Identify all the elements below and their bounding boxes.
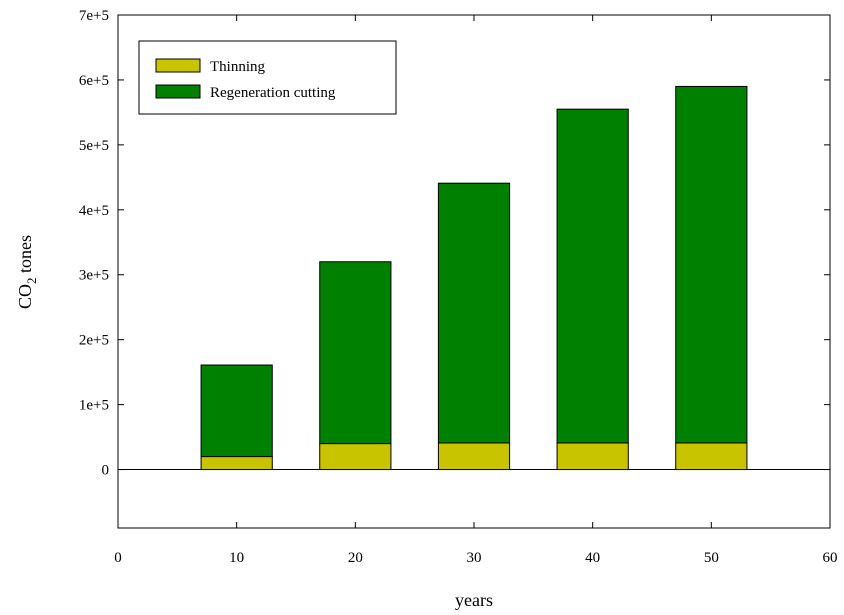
x-tick-label: 10 (229, 550, 244, 566)
bars (200, 85, 748, 471)
legend-label-regeneration-cutting: Regeneration cutting (210, 85, 336, 101)
y-tick-label: 2e+5 (79, 333, 109, 349)
y-tick-label: 1e+5 (79, 398, 109, 414)
y-tick-label: 4e+5 (79, 203, 109, 219)
y-tick-label: 0 (102, 463, 110, 479)
legend: Thinning Regeneration cutting (138, 40, 397, 115)
legend-box (138, 40, 397, 115)
bar-regeneration-cutting-20 (319, 261, 392, 445)
x-tick-label: 0 (114, 550, 122, 566)
bar-regeneration-cutting-40 (556, 108, 629, 444)
legend-swatch-thinning (155, 58, 201, 73)
bar-thinning-20 (319, 443, 392, 471)
x-tick-label: 60 (823, 550, 838, 566)
legend-swatch-regeneration-cutting (155, 84, 201, 99)
y-axis-title-subscript: 2 (24, 277, 39, 284)
y-axis-title-main: CO (15, 284, 35, 309)
y-axis-title: CO2 tones (15, 235, 39, 309)
y-tick-label: 3e+5 (79, 268, 109, 284)
x-tick-label: 30 (467, 550, 482, 566)
bar-regeneration-cutting-10 (200, 364, 273, 458)
bar-thinning-10 (200, 456, 273, 471)
y-tick-label: 6e+5 (79, 73, 109, 89)
bar-thinning-40 (556, 442, 629, 471)
y-axis: 0 1e+5 2e+5 3e+5 4e+5 5e+5 6e+5 7e+5 (79, 8, 830, 479)
x-tick-label: 20 (348, 550, 363, 566)
bar-thinning-50 (675, 442, 748, 471)
x-axis-title: years (455, 590, 493, 610)
y-tick-label: 5e+5 (79, 138, 109, 154)
x-axis: 0 10 20 30 40 50 60 (114, 15, 838, 566)
x-tick-label: 40 (585, 550, 600, 566)
x-tick-label: 50 (704, 550, 719, 566)
legend-label-thinning: Thinning (210, 59, 265, 75)
bar-regeneration-cutting-30 (437, 182, 511, 444)
bar-thinning-30 (437, 442, 511, 471)
y-axis-title-rest: tones (15, 235, 35, 278)
bar-regeneration-cutting-50 (675, 85, 748, 444)
y-tick-label: 7e+5 (79, 8, 109, 24)
